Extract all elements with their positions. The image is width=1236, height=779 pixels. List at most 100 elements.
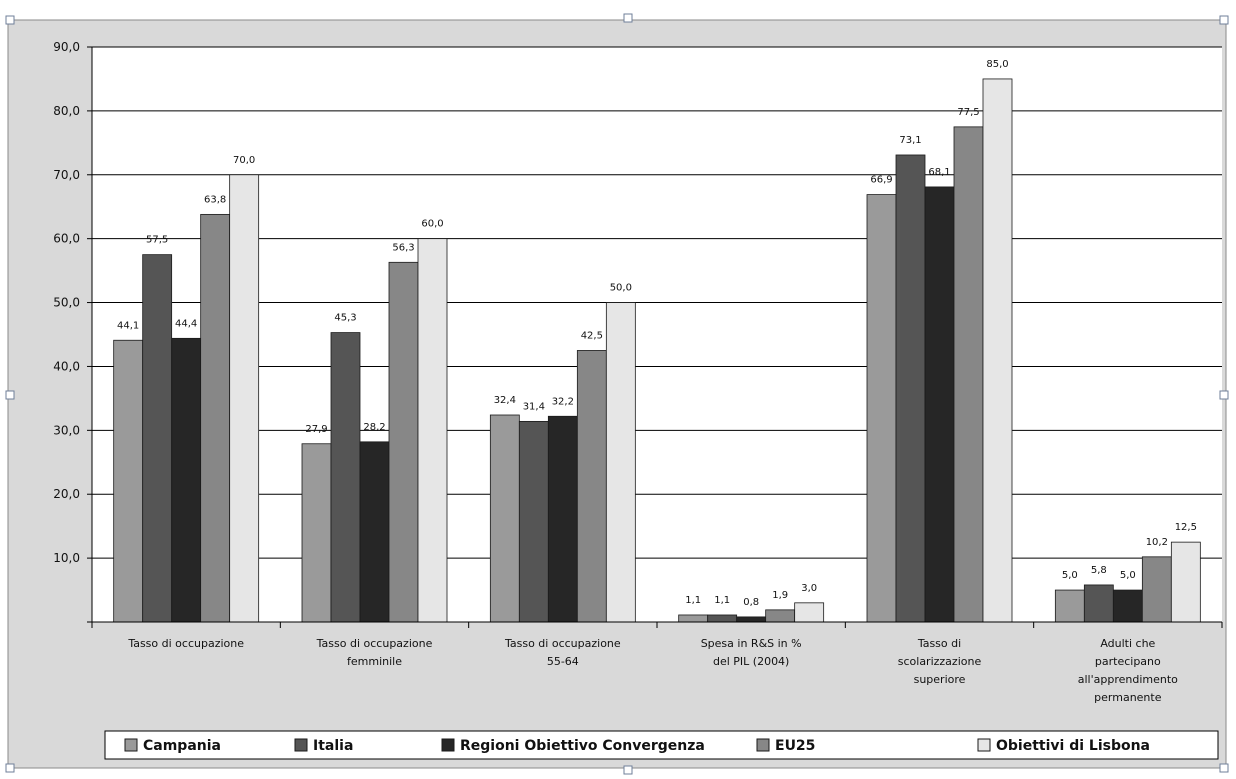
bar: [736, 616, 767, 623]
y-tick-label: 10,0: [53, 551, 80, 565]
data-label: 57,5: [146, 235, 168, 246]
x-category-label: Tasso di occupazione femminile: [316, 637, 433, 668]
bar: [417, 238, 448, 623]
resize-handle[interactable]: [1219, 763, 1229, 773]
bar: [547, 415, 578, 623]
resize-handle[interactable]: [5, 15, 15, 25]
legend-label: Campania: [143, 738, 221, 754]
data-label: 5,0: [1120, 570, 1136, 581]
bars: [113, 78, 1201, 623]
legend-swatch: [294, 738, 308, 752]
data-label: 44,4: [175, 318, 197, 329]
bar: [765, 609, 796, 623]
x-category-label: Spesa in R&S in % del PIL (2004): [701, 637, 802, 668]
x-category-label: Tasso di occupazione: [127, 637, 244, 650]
data-label: 28,2: [363, 422, 385, 433]
chart-background: [7, 19, 1227, 769]
x-category-label: Tasso di occupazione 55-64: [504, 637, 621, 668]
y-tick-label: 90,0: [53, 40, 80, 54]
bar: [301, 443, 332, 623]
bar: [678, 614, 709, 623]
data-label: 1,9: [772, 590, 788, 601]
legend-swatch: [441, 738, 455, 752]
bar: [200, 213, 231, 623]
resize-handle[interactable]: [623, 13, 633, 23]
bar: [707, 614, 738, 623]
resize-handle[interactable]: [1219, 15, 1229, 25]
data-label: 77,5: [957, 107, 979, 118]
legend-box: [104, 730, 1219, 760]
data-label: 3,0: [801, 583, 817, 594]
data-label: 32,4: [494, 395, 516, 406]
resize-handle[interactable]: [1219, 390, 1229, 400]
data-label: 32,2: [552, 396, 574, 407]
data-label: 70,0: [233, 155, 255, 166]
gridlines: [92, 46, 1222, 559]
data-label: 56,3: [392, 242, 414, 253]
bar: [924, 186, 955, 623]
data-label: 60,0: [421, 219, 443, 230]
bar: [113, 339, 144, 623]
data-label: 73,1: [899, 135, 921, 146]
data-label: 27,9: [305, 424, 327, 435]
y-tick-label: 80,0: [53, 104, 80, 118]
data-label: 5,0: [1062, 570, 1078, 581]
data-label: 85,0: [986, 59, 1008, 70]
y-tick-label: 50,0: [53, 296, 80, 310]
legend-swatch: [756, 738, 770, 752]
data-label: 45,3: [334, 313, 356, 324]
selection-handles[interactable]: [5, 13, 1229, 775]
legend-swatch: [977, 738, 991, 752]
bar: [330, 332, 361, 623]
legend-label: Regioni Obiettivo Convergenza: [460, 738, 705, 754]
data-label: 66,9: [870, 175, 892, 186]
y-tick-label: 70,0: [53, 168, 80, 182]
bar: [359, 441, 390, 623]
data-labels: 44,1 27,9 32,4 1,1 66,9 5,0 57,5 45,3 31,4 1,1 73,…: [117, 59, 1197, 608]
resize-handle[interactable]: [5, 763, 15, 773]
axes: 10,0 20,0 30,0 40,0 50,0 60,0 70,0 80,0 90,0 Tass…: [53, 40, 1223, 704]
y-tick-label: 30,0: [53, 423, 80, 437]
data-label: 12,5: [1175, 522, 1197, 533]
bar: [982, 78, 1013, 623]
bar: [1170, 541, 1201, 623]
bar: [895, 154, 926, 623]
legend-label: Obiettivi di Lisbona: [996, 738, 1150, 754]
resize-handle[interactable]: [623, 765, 633, 775]
bar: [518, 420, 549, 623]
legend-swatch: [124, 738, 138, 752]
data-label: 1,1: [685, 595, 701, 606]
bar: [576, 350, 607, 623]
bar: [1054, 589, 1085, 623]
data-label: 63,8: [204, 194, 226, 205]
data-label: 5,8: [1091, 565, 1107, 576]
data-label: 10,2: [1146, 537, 1168, 548]
bar: [229, 174, 260, 623]
bar: [388, 261, 419, 623]
y-tick-label: 60,0: [53, 232, 80, 246]
data-label: 1,1: [714, 595, 730, 606]
bar: [605, 302, 636, 623]
data-label: 0,8: [743, 597, 759, 608]
x-category-label: Tasso di scolarizzazione superiore: [898, 637, 982, 686]
bar: [489, 414, 520, 623]
data-label: 31,4: [523, 401, 545, 412]
bar: [794, 602, 825, 623]
x-category-label: Adulti che partecipano all'apprendimento pe…: [1078, 637, 1178, 704]
legend-label: Italia: [313, 738, 353, 754]
legend-label: EU25: [775, 738, 815, 754]
legend: Campania Italia Regioni Obiettivo Converge…: [104, 730, 1219, 760]
plot-area: [92, 47, 1222, 622]
bar: [142, 254, 173, 623]
data-label: 42,5: [581, 330, 603, 341]
bar: [866, 194, 897, 623]
bar: [1141, 556, 1172, 623]
bar: [953, 126, 984, 623]
data-label: 68,1: [928, 167, 950, 178]
bar: [1112, 589, 1143, 623]
data-label: 50,0: [610, 283, 632, 294]
bar: [171, 337, 202, 623]
resize-handle[interactable]: [5, 390, 15, 400]
